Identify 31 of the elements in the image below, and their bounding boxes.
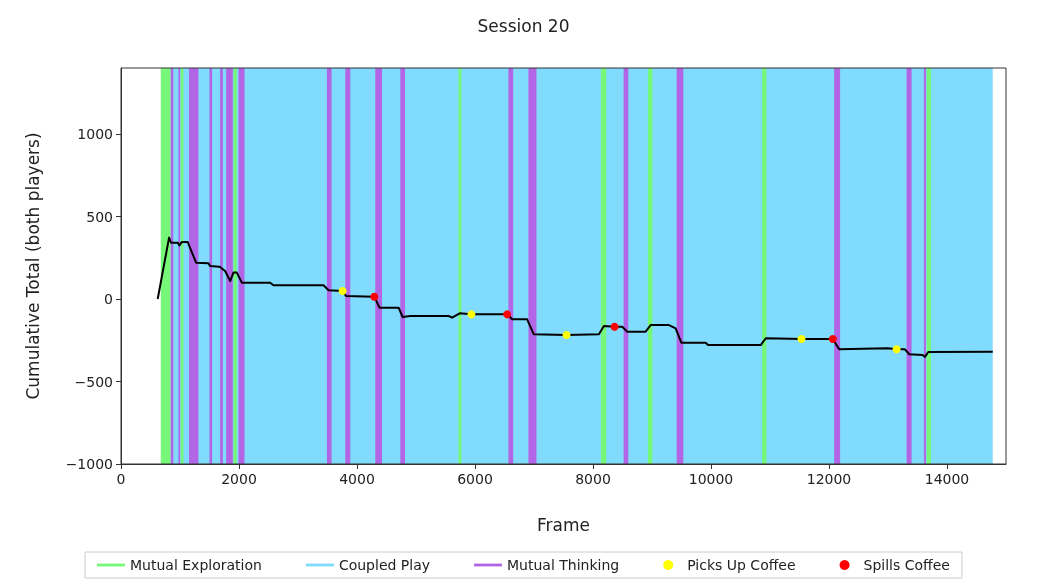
legend-label: Mutual Thinking <box>507 557 620 573</box>
x-tick-label: 0 <box>116 471 126 487</box>
x-tick-label: 4000 <box>339 471 375 487</box>
point <box>370 292 379 301</box>
x-tick-label: 14000 <box>924 471 970 487</box>
x-tick-label: 12000 <box>806 471 852 487</box>
point <box>610 322 619 331</box>
point <box>828 334 837 343</box>
point <box>467 310 476 319</box>
x-tick-label: 10000 <box>688 471 734 487</box>
legend-label: Mutual Exploration <box>130 557 262 573</box>
legend-label: Coupled Play <box>338 557 431 573</box>
chart-title: Session 20 <box>477 15 570 36</box>
point <box>503 310 512 319</box>
y-tick-label: 500 <box>86 208 113 225</box>
point <box>892 345 901 354</box>
x-tick-label: 6000 <box>457 471 493 487</box>
x-axis-title: Frame <box>537 514 590 535</box>
x-tick-label: 2000 <box>221 471 257 487</box>
legend-label: Picks Up Coffee <box>687 557 796 573</box>
y-tick-label: −500 <box>74 373 113 390</box>
point <box>562 330 571 339</box>
y-tick-label: 1000 <box>77 126 113 142</box>
legend-label: Spills Coffee <box>863 557 950 573</box>
y-tick-label: 0 <box>104 291 113 307</box>
x-tick-label: 8000 <box>575 471 611 487</box>
y-axis-title: Cumulative Total (both players) <box>22 132 43 400</box>
point <box>338 287 347 296</box>
point <box>797 334 806 343</box>
y-tick-label: −1000 <box>65 456 113 472</box>
line-series <box>156 236 994 358</box>
